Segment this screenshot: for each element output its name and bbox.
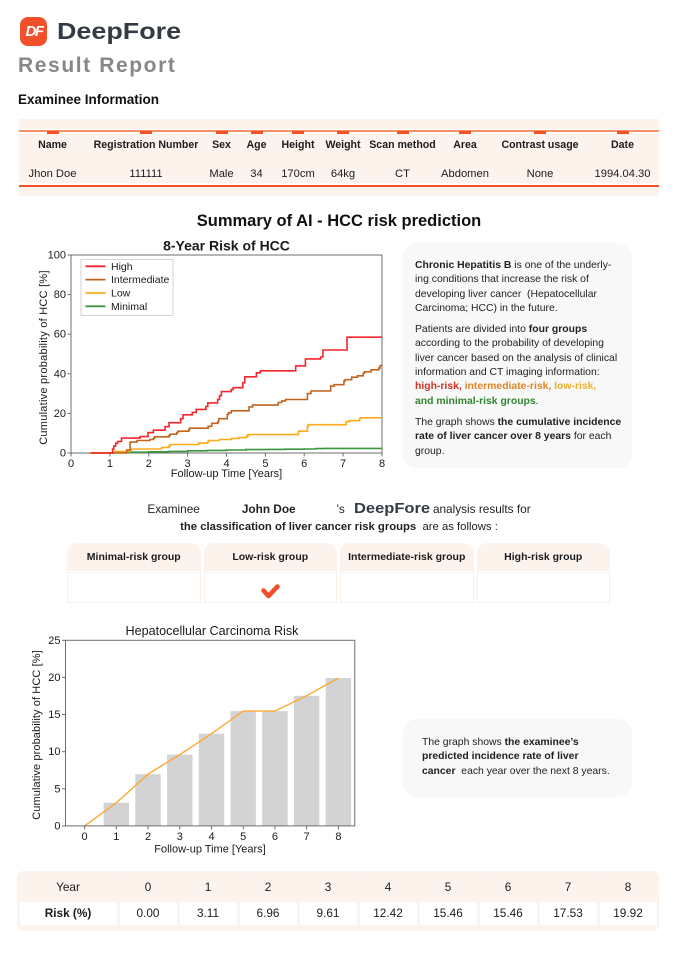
svg-text:Follow-up Time [Years]: Follow-up Time [Years] xyxy=(171,468,282,480)
svg-text:0: 0 xyxy=(68,458,74,470)
svg-text:Cumulative probability of HCC: Cumulative probability of HCC [%] xyxy=(31,650,43,820)
svg-text:6: 6 xyxy=(301,458,307,470)
svg-text:20: 20 xyxy=(54,408,66,420)
svg-text:60: 60 xyxy=(54,329,66,341)
svg-text:5: 5 xyxy=(262,458,268,470)
svg-text:Minimal: Minimal xyxy=(111,301,147,313)
svg-text:1: 1 xyxy=(113,831,119,843)
svg-text:80: 80 xyxy=(54,289,66,301)
svg-text:0: 0 xyxy=(60,448,66,460)
svg-text:25: 25 xyxy=(48,635,60,647)
svg-text:Intermediate: Intermediate xyxy=(111,274,170,286)
svg-text:Cumulative probability of HCC: Cumulative probability of HCC [%] xyxy=(38,270,50,445)
svg-text:20: 20 xyxy=(48,672,60,684)
svg-text:2: 2 xyxy=(146,458,152,470)
svg-text:8: 8 xyxy=(335,831,341,843)
svg-text:4: 4 xyxy=(223,458,229,470)
svg-text:8-Year Risk of HCC: 8-Year Risk of HCC xyxy=(163,238,290,254)
svg-text:Hepatocellular Carcinoma Risk: Hepatocellular Carcinoma Risk xyxy=(126,624,300,638)
svg-text:5: 5 xyxy=(54,783,60,795)
svg-text:10: 10 xyxy=(48,746,60,758)
svg-text:0: 0 xyxy=(54,820,60,832)
svg-text:Low: Low xyxy=(111,288,131,300)
svg-text:8: 8 xyxy=(379,458,385,470)
svg-text:7: 7 xyxy=(340,458,346,470)
svg-text:3: 3 xyxy=(177,831,183,843)
svg-text:6: 6 xyxy=(272,831,278,843)
svg-text:High: High xyxy=(111,261,133,273)
svg-text:7: 7 xyxy=(304,831,310,843)
svg-text:0: 0 xyxy=(82,831,88,843)
svg-text:40: 40 xyxy=(54,368,66,380)
svg-text:15: 15 xyxy=(48,709,60,721)
svg-text:5: 5 xyxy=(240,831,246,843)
svg-text:4: 4 xyxy=(208,831,214,843)
svg-text:Follow-up Time [Years]: Follow-up Time [Years] xyxy=(154,843,265,855)
svg-text:2: 2 xyxy=(145,831,151,843)
svg-text:3: 3 xyxy=(185,458,191,470)
svg-text:1: 1 xyxy=(107,458,113,470)
svg-text:100: 100 xyxy=(48,250,66,262)
